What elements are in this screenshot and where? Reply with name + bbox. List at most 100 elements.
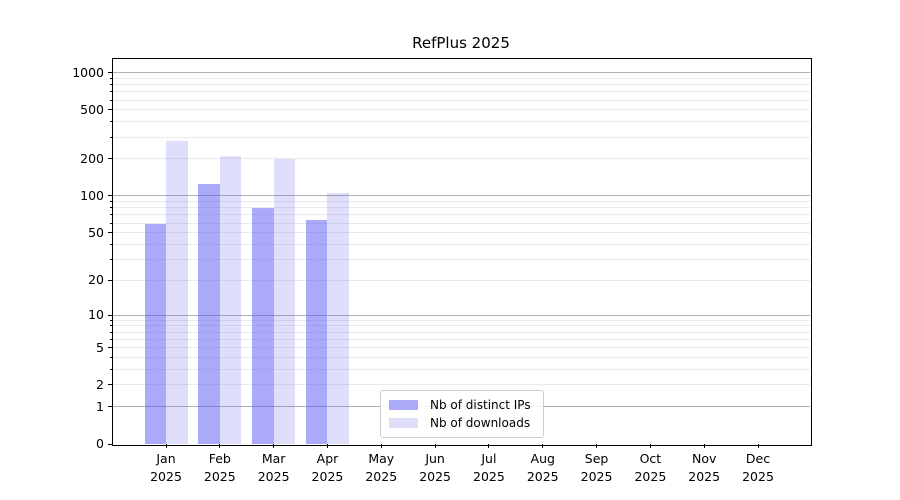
y-tick-mark: [108, 443, 112, 445]
y-tick-label: 1: [96, 398, 104, 414]
minor-gridline: [113, 121, 810, 123]
y-tick-label: 1000: [72, 64, 104, 80]
legend-item: Nb of downloads: [389, 414, 535, 432]
minor-gridline: [113, 331, 810, 333]
x-tick-label: Nov 2025: [688, 451, 721, 484]
minor-gridline: [113, 201, 810, 202]
x-tick-mark: [219, 444, 221, 448]
y-minor-tick-mark: [109, 77, 112, 79]
y-minor-tick-mark: [109, 99, 112, 101]
bar-apr-distinct-ips: [305, 220, 328, 444]
y-tick-mark: [108, 158, 112, 160]
minor-gridline: [113, 325, 810, 327]
y-minor-tick-mark: [109, 243, 112, 245]
y-tick-mark: [108, 314, 112, 316]
y-minor-tick-mark: [109, 207, 112, 209]
legend-label: Nb of downloads: [430, 416, 531, 430]
y-minor-tick-mark: [109, 356, 112, 358]
x-tick-label: Mar 2025: [257, 451, 290, 484]
x-tick-mark: [703, 444, 705, 448]
y-tick-mark: [108, 195, 112, 197]
y-minor-tick-mark: [109, 222, 112, 224]
y-minor-tick-mark: [109, 331, 112, 333]
bar-feb-downloads: [219, 156, 242, 444]
distinct-ips-swatch-icon: [389, 400, 418, 410]
x-tick-mark: [488, 444, 490, 448]
y-minor-tick-mark: [109, 325, 112, 327]
x-tick-label: Feb 2025: [203, 451, 236, 484]
major-gridline: [113, 314, 810, 316]
x-tick-label: Jan 2025: [150, 451, 182, 484]
y-tick-mark: [108, 72, 112, 74]
y-minor-tick-mark: [109, 84, 112, 86]
y-tick-label: 5: [96, 339, 104, 355]
x-tick-mark: [326, 444, 328, 448]
plot-frame: [112, 58, 812, 446]
y-minor-tick-mark: [109, 201, 112, 202]
minor-gridline: [113, 222, 810, 224]
y-tick-label: 10: [88, 307, 104, 323]
y-minor-tick-mark: [109, 214, 112, 216]
minor-gridline: [113, 99, 810, 101]
minor-gridline: [113, 109, 810, 111]
x-tick-mark: [757, 444, 759, 448]
x-tick-label: Aug 2025: [526, 451, 559, 484]
x-tick-mark: [165, 444, 167, 448]
bar-jan-downloads: [166, 141, 188, 444]
y-tick-mark: [108, 406, 112, 408]
y-minor-tick-mark: [109, 91, 112, 93]
y-tick-label: 200: [80, 150, 104, 166]
bar-mar-distinct-ips: [252, 208, 274, 444]
x-tick-mark: [542, 444, 544, 448]
minor-gridline: [113, 258, 810, 260]
minor-gridline: [113, 368, 810, 370]
legend: Nb of distinct IPs Nb of downloads: [380, 390, 544, 438]
y-minor-tick-mark: [109, 338, 112, 340]
minor-gridline: [113, 384, 810, 386]
legend-label: Nb of distinct IPs: [430, 398, 531, 412]
bar-apr-downloads: [327, 193, 349, 444]
x-tick-label: Jul 2025: [473, 451, 505, 484]
y-tick-label: 2: [96, 376, 104, 392]
x-tick-label: Sep 2025: [580, 451, 613, 484]
minor-gridline: [113, 243, 810, 245]
x-tick-mark: [380, 444, 382, 448]
minor-gridline: [113, 347, 810, 349]
minor-gridline: [113, 279, 810, 281]
bar-jan-distinct-ips: [144, 223, 166, 444]
y-tick-label: 500: [80, 101, 104, 117]
minor-gridline: [113, 207, 810, 209]
minor-gridline: [113, 338, 810, 340]
y-tick-label: 20: [88, 272, 104, 288]
major-gridline: [113, 72, 810, 74]
legend-item: Nb of distinct IPs: [389, 396, 535, 414]
x-tick-mark: [649, 444, 651, 448]
bar-mar-downloads: [273, 158, 296, 444]
x-tick-label: Dec 2025: [742, 451, 774, 484]
y-tick-mark: [108, 279, 112, 281]
minor-gridline: [113, 232, 810, 234]
x-tick-mark: [596, 444, 598, 448]
y-tick-mark: [108, 232, 112, 234]
minor-gridline: [113, 84, 810, 86]
major-gridline: [113, 195, 810, 197]
y-tick-mark: [108, 384, 112, 386]
y-minor-tick-mark: [109, 368, 112, 370]
minor-gridline: [113, 158, 810, 160]
y-tick-label: 100: [80, 187, 104, 203]
downloads-swatch-icon: [389, 418, 418, 428]
x-tick-label: May 2025: [365, 451, 398, 484]
x-tick-label: Jun 2025: [419, 451, 451, 484]
minor-gridline: [113, 91, 810, 93]
minor-gridline: [113, 136, 810, 138]
chart-title: RefPlus 2025: [412, 34, 510, 52]
y-minor-tick-mark: [109, 121, 112, 123]
y-minor-tick-mark: [109, 136, 112, 138]
minor-gridline: [113, 77, 810, 79]
y-minor-tick-mark: [109, 258, 112, 260]
y-tick-label: 50: [88, 224, 104, 240]
y-tick-mark: [108, 347, 112, 349]
x-tick-mark: [273, 444, 275, 448]
x-tick-label: Apr 2025: [311, 451, 344, 484]
